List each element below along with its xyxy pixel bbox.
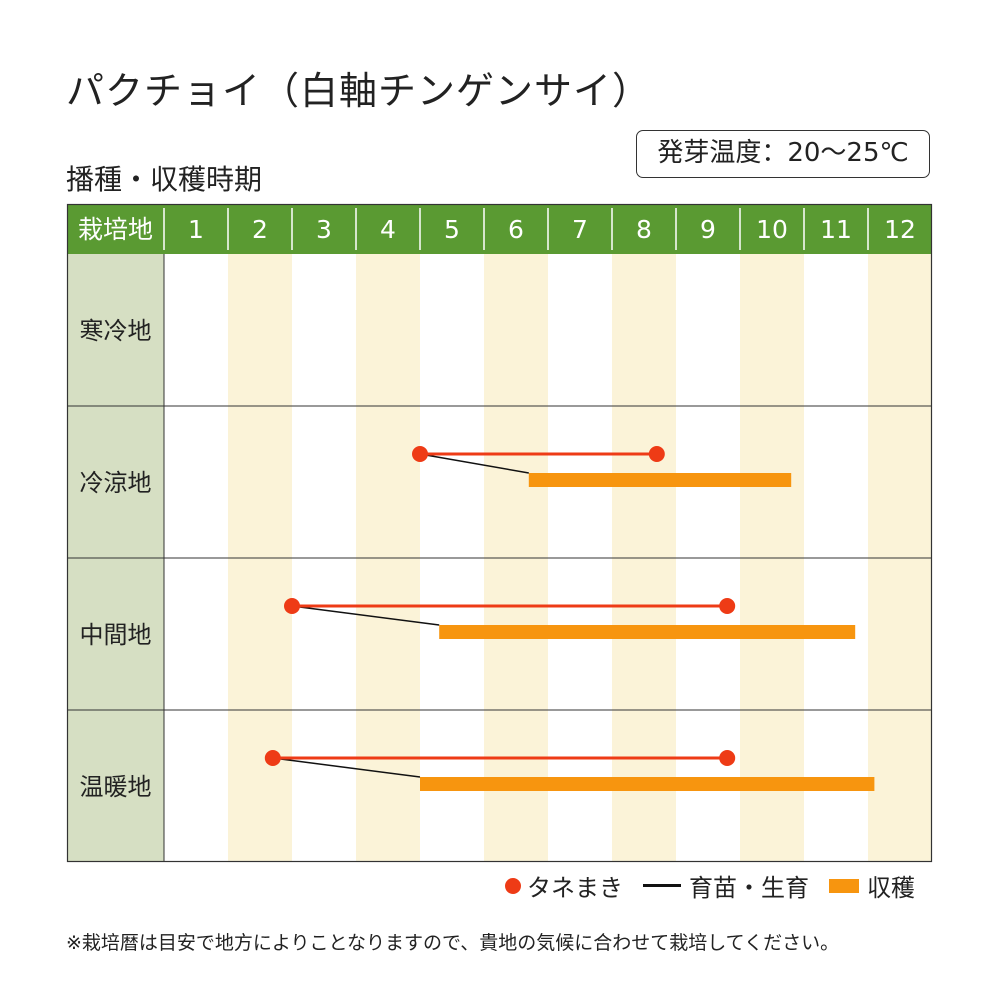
sowing-start-dot-region-3 (284, 598, 300, 614)
month-label-8: 8 (636, 215, 652, 244)
legend-sowing-dot-icon (505, 877, 521, 894)
region-label-4: 温暖地 (80, 773, 152, 801)
month-label-4: 4 (380, 215, 396, 244)
month-label-10: 10 (756, 215, 788, 244)
month-label-7: 7 (572, 215, 588, 244)
month-label-2: 2 (252, 215, 268, 244)
sowing-start-dot-region-4 (264, 750, 281, 766)
chart-border (66, 203, 933, 863)
month-label-6: 6 (508, 215, 524, 244)
sowing-end-dot-region-4 (719, 750, 736, 766)
header-region-label: 栽培地 (78, 215, 153, 244)
month-label-5: 5 (444, 215, 460, 244)
row-label-cell-2 (67, 406, 164, 558)
harvest-bar-region-4 (420, 777, 875, 791)
chart-subtitle: 播種・収穫時期 (66, 163, 263, 196)
row-label-cell-1 (67, 254, 164, 406)
sowing-end-dot-region-3 (719, 598, 736, 614)
growth-line-region-3 (291, 605, 440, 626)
sowing-end-dot-region-2 (648, 446, 665, 462)
growth-line-region-4 (272, 757, 421, 778)
legend-item-harvest: 収穫 (829, 868, 915, 903)
legend-harvest-bar-icon (829, 878, 859, 893)
legend-item-sowing: タネまき (505, 868, 623, 903)
month-label-3: 3 (316, 215, 332, 244)
header-band (67, 204, 932, 254)
harvest-bar-region-3 (439, 625, 856, 639)
legend-growth-label: 育苗・生育 (689, 874, 809, 902)
growth-line-region-2 (419, 453, 529, 474)
harvest-bar-region-2 (528, 473, 792, 487)
row-label-cell-4 (67, 710, 164, 862)
footnote: ※栽培暦は目安で地方によりことなりますので、貴地の気候に合わせて栽培してください… (66, 932, 840, 954)
legend-sowing-label: タネまき (527, 874, 623, 902)
month-label-11: 11 (820, 215, 852, 244)
region-label-1: 寒冷地 (80, 317, 152, 345)
region-label-3: 中間地 (80, 621, 152, 649)
month-label-9: 9 (700, 215, 716, 244)
legend-harvest-label: 収穫 (867, 874, 915, 902)
legend-item-growth: 育苗・生育 (643, 868, 809, 903)
page-title: パクチョイ（白軸チンゲンサイ） (66, 69, 652, 113)
chart-legend: タネまき 育苗・生育 収穫 (505, 868, 915, 903)
month-label-12: 12 (884, 215, 916, 244)
legend-growth-line-icon (643, 884, 681, 887)
sowing-start-dot-region-2 (412, 446, 428, 462)
region-label-2: 冷涼地 (80, 469, 152, 497)
row-label-cell-3 (67, 558, 164, 710)
germination-temperature-badge: 発芽温度：20～25℃ (636, 130, 930, 178)
month-label-1: 1 (188, 215, 204, 244)
